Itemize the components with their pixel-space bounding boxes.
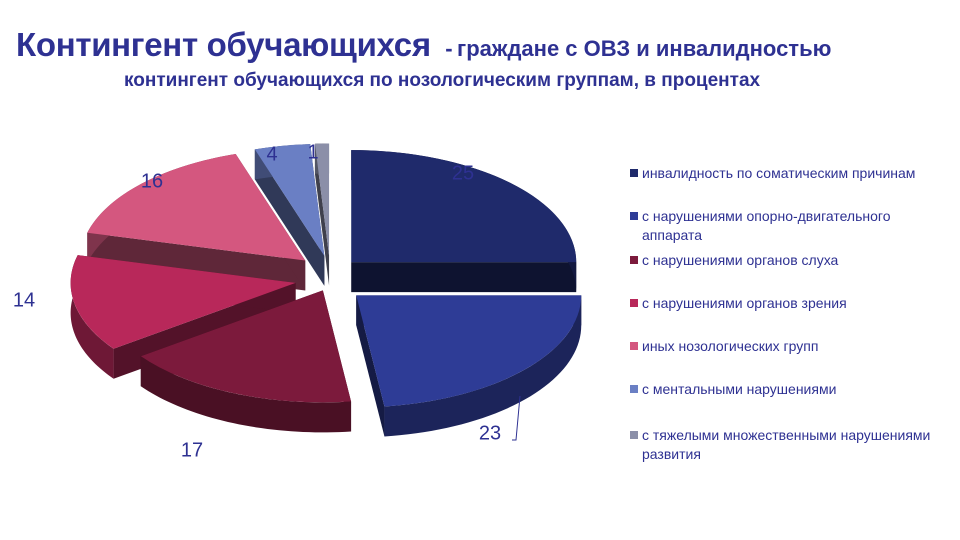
slice-top-5 — [87, 154, 306, 261]
pie-slice-6 — [254, 144, 325, 286]
slice-wall-2-2 — [356, 295, 385, 437]
legend-swatch — [630, 169, 638, 177]
slice-top-7 — [314, 143, 330, 256]
slice-top-2 — [356, 295, 582, 407]
data-label-7: 1 — [307, 141, 318, 163]
leader-line — [512, 395, 521, 441]
legend-swatch — [630, 299, 638, 307]
legend-item-7: с тяжелыми множественными нарушениями ра… — [630, 426, 942, 464]
slice-top-4 — [70, 255, 296, 349]
slice-wall-1-2 — [351, 262, 577, 293]
slice-wall-5-1 — [87, 232, 306, 291]
slice-side-3 — [140, 356, 352, 433]
title-suffix: граждане с ОВЗ и инвалидностью — [457, 36, 832, 61]
pie-slice-2 — [356, 295, 582, 437]
legend-label: с нарушениями органов зрения — [642, 295, 847, 311]
slice-side-4 — [70, 255, 114, 379]
legend-item-2: с нарушениями опорно-двигательного аппар… — [630, 207, 942, 245]
pie-slice-1 — [351, 150, 577, 293]
slice-top-6 — [254, 144, 325, 256]
slice-wall-7-1 — [314, 143, 330, 286]
pie-slice-3 — [140, 290, 352, 433]
legend-label: иных нозологических групп — [642, 338, 819, 354]
pie-slice-5 — [87, 154, 306, 291]
data-label-3: 17 — [181, 439, 203, 461]
data-label-6: 4 — [266, 143, 277, 165]
slice-wall-6-1 — [254, 149, 325, 286]
data-label-1: 25 — [452, 162, 474, 184]
legend-label: с тяжелыми множественными нарушениями ра… — [642, 427, 931, 462]
legend-item-1: инвалидность по соматическим причинам — [630, 164, 942, 183]
data-label-4: 14 — [13, 289, 35, 311]
legend-swatch — [630, 342, 638, 350]
slice-top-3 — [140, 290, 352, 403]
legend-item-3: с нарушениями органов слуха — [630, 251, 942, 270]
legend-item-4: с нарушениями органов зрения — [630, 294, 942, 313]
legend-label: с ментальными нарушениями — [642, 381, 837, 397]
pie-slice-7 — [314, 143, 330, 286]
data-label-2: 23 — [479, 422, 501, 444]
slice-top-1 — [351, 150, 577, 263]
legend-swatch — [630, 212, 638, 220]
legend-label: инвалидность по соматическим причинам — [642, 165, 916, 181]
legend-swatch — [630, 256, 638, 264]
title-main: Контингент обучающихся — [16, 26, 431, 63]
title-dash: - — [445, 36, 453, 61]
data-label-5: 16 — [141, 170, 163, 192]
slice-side-2 — [384, 295, 582, 437]
legend-label: с нарушениями органов слуха — [642, 252, 839, 268]
legend-swatch — [630, 431, 638, 439]
page-title: Контингент обучающихся - граждане с ОВЗ … — [16, 26, 831, 64]
legend-swatch — [630, 385, 638, 393]
chart-subtitle: контингент обучающихся по нозологическим… — [124, 70, 761, 91]
legend-item-6: с ментальными нарушениями — [630, 380, 942, 399]
legend-label: с нарушениями опорно-двигательного аппар… — [642, 208, 891, 243]
legend-item-5: иных нозологических групп — [630, 337, 942, 356]
